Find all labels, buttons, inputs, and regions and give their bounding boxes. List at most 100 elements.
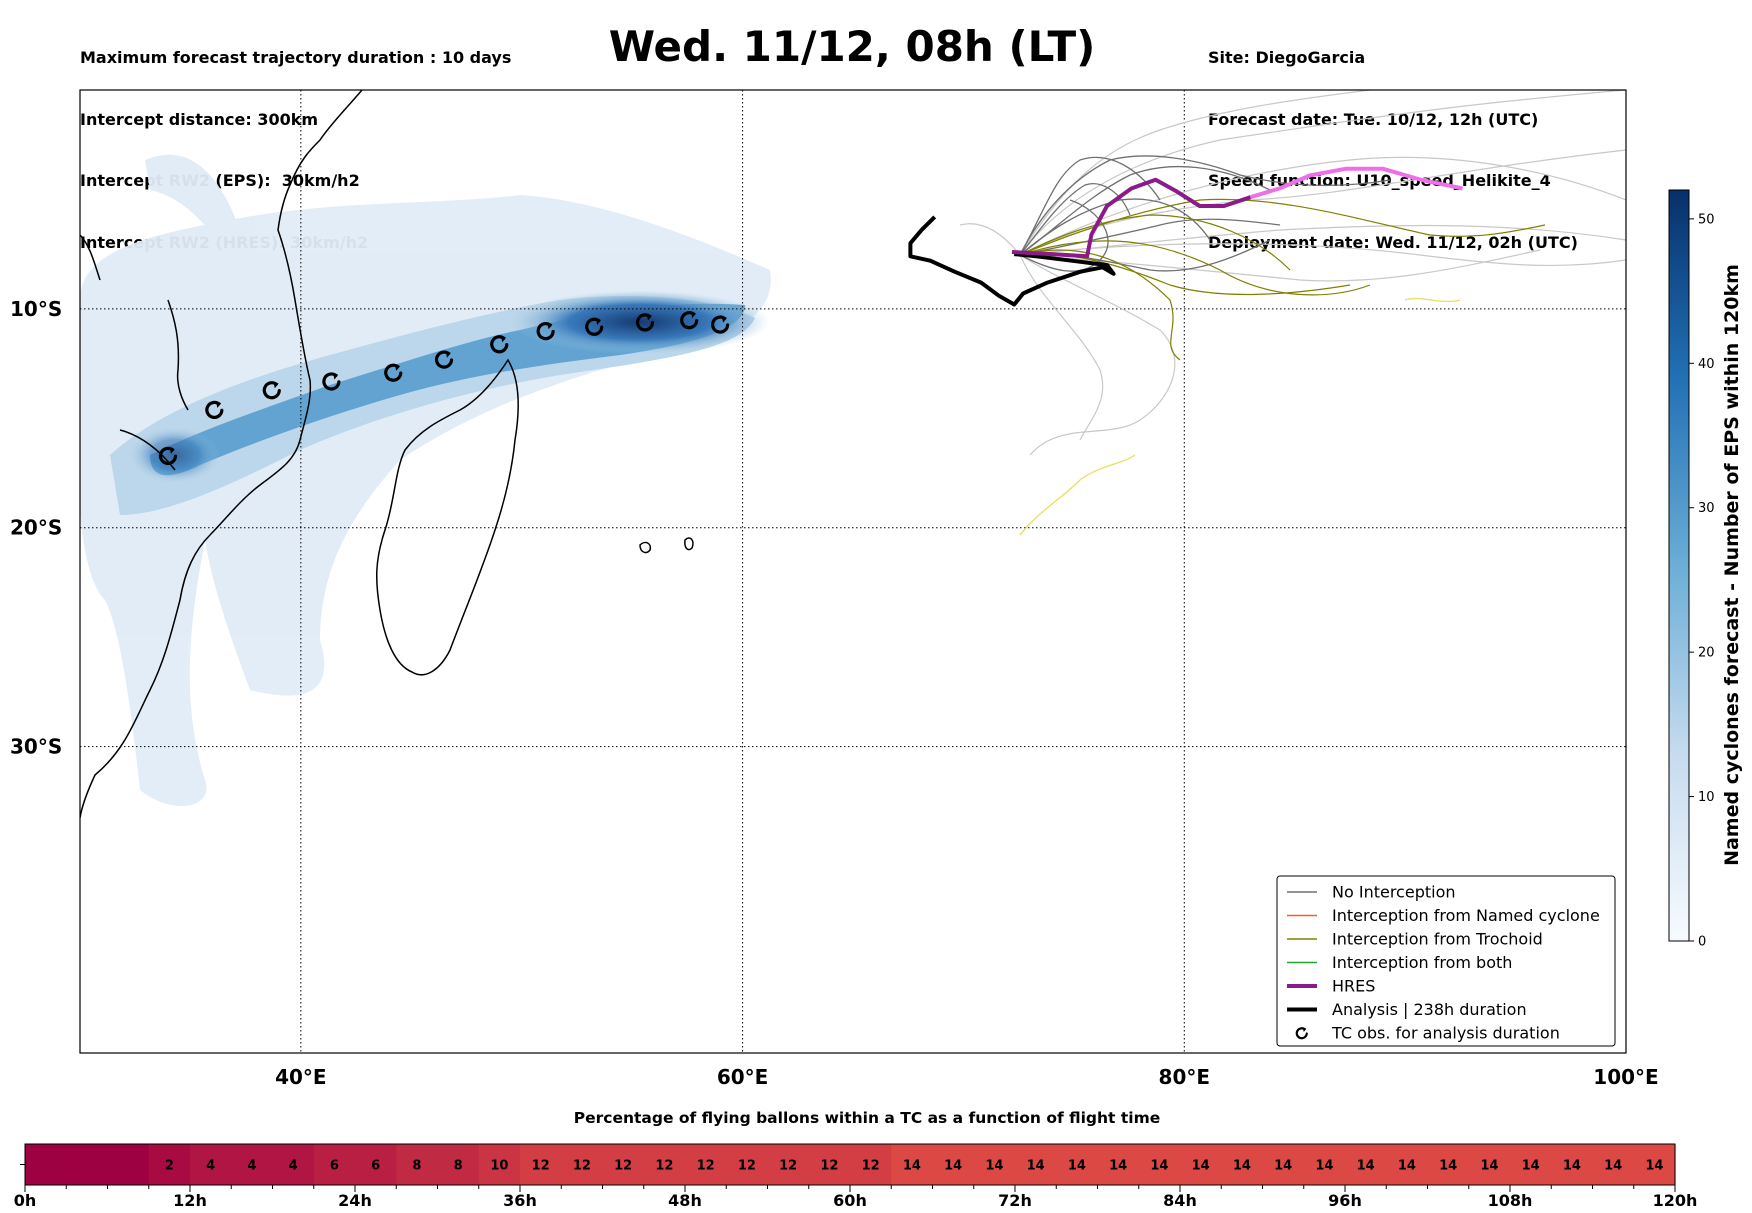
- heatmap-cell: [437, 1144, 480, 1185]
- cyclone-symbol-icon: [205, 400, 224, 420]
- y-tick-label: 30°S: [10, 735, 62, 759]
- heatmap-cell-label: 4: [206, 1159, 215, 1174]
- heatmap-cell: [1386, 1144, 1429, 1185]
- heatmap-cell-label: 12: [862, 1159, 880, 1174]
- cyclone-symbol-icon: [384, 363, 403, 382]
- heatmap-cell: [767, 1144, 810, 1185]
- legend-entry: Interception from Named cyclone: [1332, 906, 1600, 925]
- main-title: Wed. 11/12, 08h (LT): [0, 22, 1712, 71]
- heatmap-cell: [1633, 1144, 1676, 1185]
- heatmap-cell-label: 12: [573, 1159, 591, 1174]
- y-tick-label: 10°S: [10, 297, 62, 321]
- heatmap-cell-label: 14: [1192, 1159, 1210, 1174]
- heatmap-cell-label: 14: [1439, 1159, 1457, 1174]
- heatmap-cell: [190, 1144, 232, 1185]
- heatmap-cell-label: 14: [1604, 1159, 1622, 1174]
- tc-observation-markers: [158, 311, 730, 465]
- cyclone-symbol-icon: [680, 311, 699, 330]
- heatmap-cell: [1262, 1144, 1305, 1185]
- heatmap-cell-label: 14: [1398, 1159, 1416, 1174]
- heatmap-cell: [478, 1144, 521, 1185]
- heatmap-cell-label: 12: [820, 1159, 838, 1174]
- flight-time-heatmap: 2 4 4 4 6 6 8 8 10 12 12 12 12 12 12 12 12 12 14 14 14 14 14 14…: [20, 1143, 1676, 1186]
- heatmap-cell-label: 6: [371, 1159, 380, 1174]
- heatmap-cell: [1180, 1144, 1222, 1185]
- heatmap-cell: [1015, 1144, 1057, 1185]
- map-area: [80, 90, 1626, 1053]
- heatmap-x-tick-label: 84h: [1163, 1191, 1197, 1210]
- heatmap-cell: [1551, 1144, 1594, 1185]
- heatmap-cell: [643, 1144, 686, 1185]
- ensemble-tracks-trochoid: [1019, 198, 1546, 361]
- heatmap-cell-label: 8: [454, 1159, 463, 1174]
- header-left-line-2: Intercept distance: 300km: [80, 109, 319, 129]
- header-right-line-2: Forecast date: Tue. 10/12, 12h (UTC): [1208, 109, 1539, 129]
- x-tick-label: 60°E: [717, 1065, 769, 1089]
- legend-entry: Analysis | 238h duration: [1332, 1000, 1527, 1019]
- heatmap-cell: [107, 1144, 150, 1185]
- heatmap-cell-label: 14: [1109, 1159, 1127, 1174]
- heatmap-cell: [1592, 1144, 1635, 1185]
- heatmap-x-tick-label: 96h: [1328, 1191, 1362, 1210]
- hres-track-end-line: [1249, 166, 1464, 200]
- heatmap-title: Percentage of flying ballons within a TC…: [574, 1109, 1161, 1127]
- legend-entry: HRES: [1332, 977, 1375, 996]
- heatmap-cell-label: 14: [1522, 1159, 1540, 1174]
- colorbar: 0 10 20 30 40 50: [1668, 189, 1715, 950]
- heatmap-x-tick-label: 72h: [998, 1191, 1032, 1210]
- heatmap-x-tick-label: 12h: [173, 1191, 207, 1210]
- x-tick-label: 100°E: [1593, 1065, 1658, 1089]
- cyclone-symbol-icon: [536, 322, 555, 341]
- heatmap-cell-label: 14: [903, 1159, 921, 1174]
- map-x-ticks: 40°E 60°E 80°E 100°E: [275, 1065, 1659, 1089]
- heatmap-cell-label: 14: [1357, 1159, 1375, 1174]
- cyclone-symbol-icon: [158, 446, 178, 465]
- heatmap-cell-label: 2: [165, 1159, 174, 1174]
- legend-entry: No Interception: [1332, 883, 1456, 902]
- colorbar-label: Named cyclones forecast - Number of EPS …: [1721, 264, 1743, 866]
- heatmap-cell-label: 10: [490, 1159, 508, 1174]
- colorbar-tick-label: 20: [1698, 646, 1715, 661]
- ensemble-track-yellow-2: [1404, 297, 1461, 303]
- heatmap-cell-label: 6: [330, 1159, 339, 1174]
- heatmap-cell-label: 14: [1563, 1159, 1581, 1174]
- header-right-line-1: Site: DiegoGarcia: [1208, 48, 1366, 67]
- heatmap-cell-label: 8: [412, 1159, 421, 1174]
- heatmap-x-tick-label: 120h: [1653, 1191, 1698, 1210]
- heatmap-cell-label: 12: [779, 1159, 797, 1174]
- heatmap-cell-label: 14: [985, 1159, 1003, 1174]
- heatmap-cell: [1303, 1144, 1346, 1185]
- heatmap-x-tick-label: 60h: [833, 1191, 867, 1210]
- heatmap-cell-label: 12: [738, 1159, 756, 1174]
- map-frame: [79, 89, 1627, 1054]
- heatmap-cell: [726, 1144, 769, 1185]
- analysis-track-line: [908, 215, 1116, 307]
- heatmap-cell: [850, 1144, 892, 1185]
- heatmap-cell-label: 12: [697, 1159, 715, 1174]
- ensemble-track-yellow: [1019, 454, 1136, 536]
- legend-entry: Interception from both: [1332, 953, 1512, 972]
- heatmap-cell: [561, 1144, 604, 1185]
- colorbar-tick-label: 50: [1698, 212, 1715, 227]
- cyclone-symbol-icon: [490, 335, 509, 354]
- ensemble-tracks-no-interception-light: [959, 90, 1626, 456]
- density-north-region: [145, 154, 240, 245]
- heatmap-cell: [66, 1144, 109, 1185]
- x-tick-label: 80°E: [1159, 1065, 1211, 1089]
- madagascar-coastline: [375, 358, 519, 676]
- heatmap-cell: [272, 1144, 315, 1185]
- africa-coastline: [80, 90, 363, 819]
- colorbar-gradient: [1668, 189, 1690, 942]
- legend-box: [1276, 875, 1616, 1047]
- map-gridlines: [80, 90, 1626, 1053]
- mauritius-island: [684, 537, 694, 551]
- cyclone-symbol-icon: [435, 350, 454, 369]
- heatmap-cell: [1345, 1144, 1387, 1185]
- cyclone-symbol-icon: [262, 381, 281, 400]
- heatmap-x-tick-label: 0h: [14, 1191, 37, 1210]
- density-peak-east: [510, 290, 770, 354]
- heatmap-cell: [1138, 1144, 1181, 1185]
- heatmap-cell: [231, 1144, 274, 1185]
- heatmap-cell-label: 14: [1274, 1159, 1292, 1174]
- heatmap-cell: [891, 1144, 934, 1185]
